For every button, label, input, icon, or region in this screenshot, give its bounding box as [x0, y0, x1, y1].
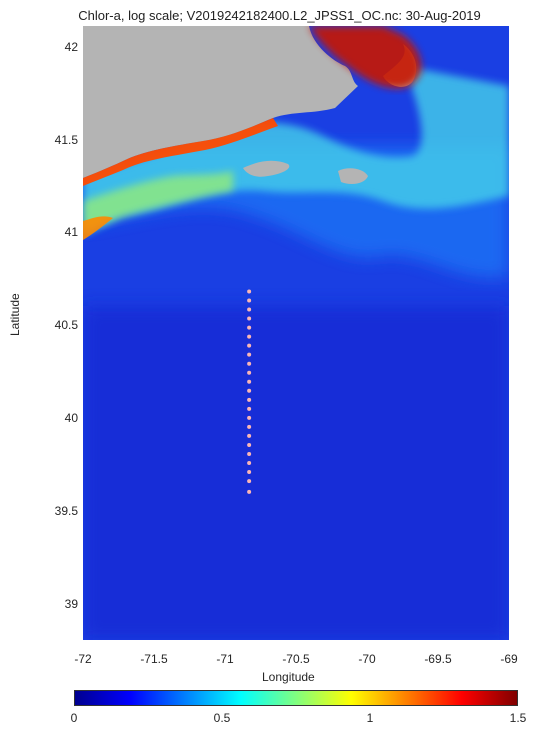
y-tick-label: 40.5	[54, 318, 78, 332]
station-marker	[247, 489, 252, 494]
station-marker	[247, 352, 252, 357]
y-axis-label: Latitude	[8, 293, 22, 336]
island-west	[243, 160, 290, 177]
station-marker	[247, 388, 252, 393]
island-east	[338, 168, 368, 184]
x-tick-label: -71	[216, 652, 234, 666]
y-tick-label: 39.5	[54, 504, 78, 518]
station-marker	[247, 406, 252, 411]
land	[83, 26, 358, 178]
station-marker	[247, 433, 252, 438]
station-marker	[247, 470, 252, 475]
y-tick-label: 41	[64, 225, 78, 239]
x-tick-label: -70.5	[282, 652, 310, 666]
station-marker	[247, 289, 252, 294]
colorbar-tick-label: 0.5	[213, 711, 231, 725]
y-tick-label: 41.5	[54, 133, 78, 147]
station-marker	[247, 334, 252, 339]
x-tick-label: -72	[74, 652, 92, 666]
x-tick-label: -70	[358, 652, 376, 666]
station-marker	[247, 424, 252, 429]
station-marker	[247, 316, 252, 321]
colorbar-tick-label: 1.5	[509, 711, 527, 725]
station-marker	[247, 379, 252, 384]
chlorophyll-map	[83, 26, 509, 640]
station-marker	[247, 325, 252, 330]
cape-high	[309, 26, 422, 89]
station-markers	[247, 289, 252, 494]
coastal-green	[83, 171, 233, 231]
station-marker	[247, 479, 252, 484]
station-marker	[247, 415, 252, 420]
station-marker	[247, 442, 252, 447]
station-marker	[247, 461, 252, 466]
x-tick-label: -71.5	[140, 652, 168, 666]
colorbar	[74, 690, 518, 706]
coastal-high	[83, 118, 278, 186]
station-marker	[247, 361, 252, 366]
station-marker	[247, 451, 252, 456]
x-tick-label: -69.5	[424, 652, 452, 666]
colorbar-tick-label: 1	[366, 711, 374, 725]
shelf-high	[83, 216, 113, 240]
y-tick-label: 40	[64, 411, 78, 425]
station-marker	[247, 298, 252, 303]
y-tick-label: 39	[64, 597, 78, 611]
x-tick-label: -69	[500, 652, 518, 666]
map-title: Chlor-a, log scale; V2019242182400.L2_JP…	[78, 8, 481, 23]
map-svg	[83, 26, 509, 640]
station-marker	[247, 370, 252, 375]
colorbar-tick-label: 0	[70, 711, 78, 725]
station-marker	[247, 343, 252, 348]
y-tick-label: 42	[64, 40, 78, 54]
ocean-deep	[83, 306, 509, 640]
station-marker	[247, 397, 252, 402]
x-axis-label: Longitude	[262, 670, 315, 684]
station-marker	[247, 307, 252, 312]
